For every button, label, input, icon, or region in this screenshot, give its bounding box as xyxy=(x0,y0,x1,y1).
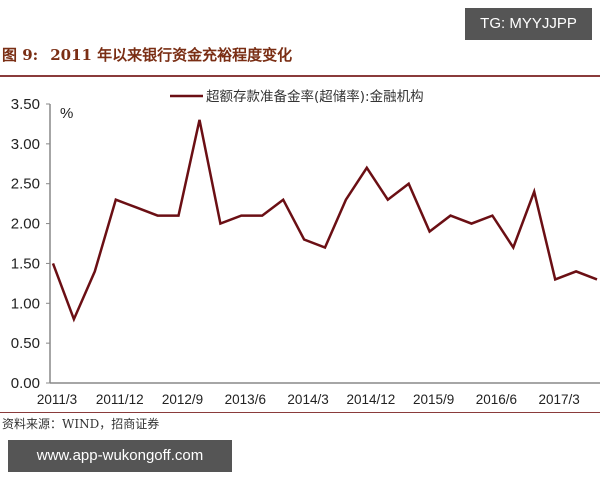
y-tick-label: 1.00 xyxy=(11,295,40,312)
legend: 超额存款准备金率(超储率):金融机构 xyxy=(170,88,424,105)
bottom-divider xyxy=(0,412,600,413)
x-tick-label: 2011/3 xyxy=(37,392,77,407)
figure-title: 图 9: 2011 年以来银行资金充裕程度变化 xyxy=(2,44,292,65)
title-divider xyxy=(0,75,600,77)
y-tick-label: 0.00 xyxy=(11,375,40,392)
y-tick-label: 0.50 xyxy=(11,335,40,352)
x-tick-label: 2013/6 xyxy=(225,392,266,407)
x-tick-label: 2016/6 xyxy=(476,392,517,407)
source-note: 资料来源：WIND，招商证券 xyxy=(2,417,160,431)
x-tick-label: 2017/3 xyxy=(539,392,580,407)
y-tick-label: 2.50 xyxy=(11,176,40,193)
plot-area xyxy=(51,119,598,323)
y-tick-label: 3.00 xyxy=(11,136,40,153)
y-unit-label: % xyxy=(60,105,73,122)
x-axis: 2011/3 2011/12 2012/9 2013/6 2014/3 2014/12 20… xyxy=(37,382,600,407)
x-tick-label: 2011/12 xyxy=(96,392,144,407)
figure-label: 图 9: xyxy=(2,46,39,64)
x-tick-label: 2015/9 xyxy=(413,392,454,407)
series-line xyxy=(51,119,598,323)
x-tick-label: 2014/3 xyxy=(287,392,328,407)
watermark-bottom: www.app-wukongoff.com xyxy=(8,440,232,472)
x-tick-label: 2014/12 xyxy=(346,392,395,407)
figure-title-text: 2011 年以来银行资金充裕程度变化 xyxy=(50,46,293,64)
line-chart: 0.00 0.50 1.00 1.50 2.00 2.50 3.00 3.50% 2011/3… xyxy=(11,88,600,407)
watermark-top: TG: MYYJJPP xyxy=(465,8,592,40)
y-tick-label: 2.00 xyxy=(11,216,40,233)
y-tick-label: 3.50 xyxy=(11,96,40,113)
legend-label: 超额存款准备金率(超储率):金融机构 xyxy=(206,88,424,105)
y-tick-label: 1.50 xyxy=(11,255,40,272)
x-tick-label: 2012/9 xyxy=(162,392,203,407)
y-axis: 0.00 0.50 1.00 1.50 2.00 2.50 3.00 3.50% xyxy=(11,96,74,392)
